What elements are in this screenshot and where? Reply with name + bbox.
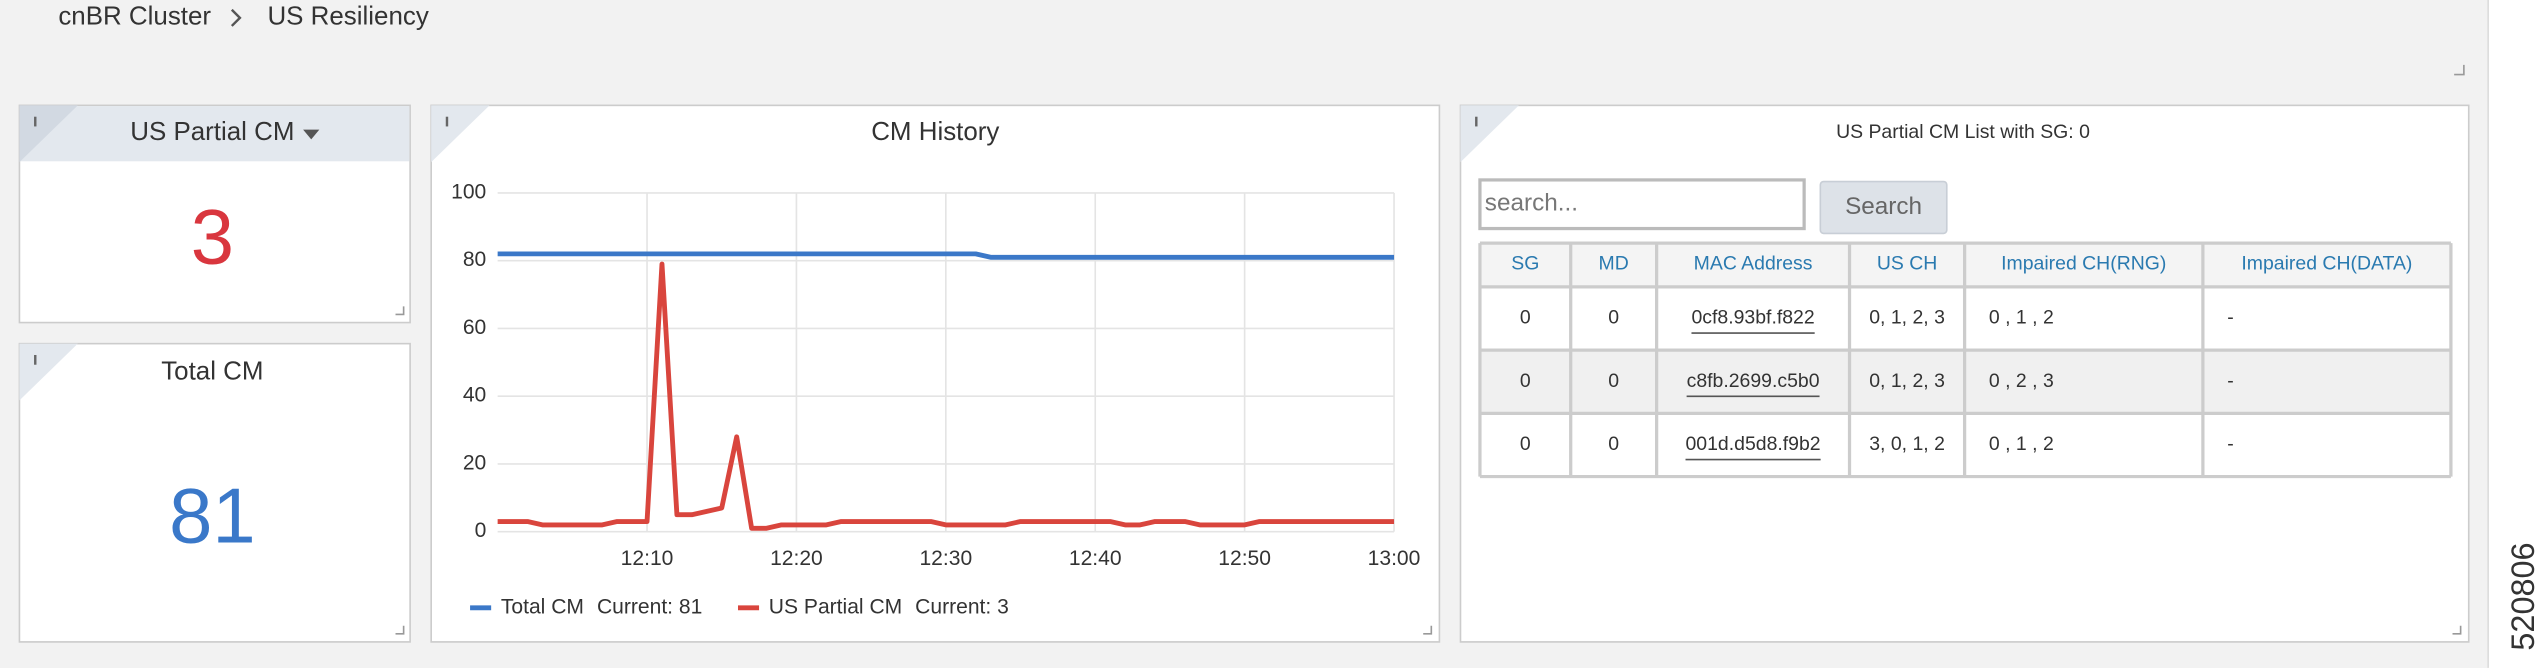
x-tick-label: 12:20 — [770, 547, 823, 570]
mac-link[interactable]: c8fb.2699.c5b0 — [1687, 370, 1820, 392]
table-cell: 0, 1, 2, 3 — [1869, 370, 1945, 392]
metric-value: 81 — [169, 473, 256, 559]
legend-label[interactable]: Total CM — [501, 595, 584, 618]
table-cell: 0, 1, 2, 3 — [1869, 307, 1945, 329]
resize-handle[interactable] — [2452, 625, 2462, 635]
breadcrumb-root[interactable]: cnBR Cluster — [58, 3, 211, 31]
legend-note[interactable]: Current: 81 — [597, 595, 702, 618]
column-header[interactable]: MAC Address — [1694, 252, 1813, 274]
panel — [430, 104, 1441, 643]
series-line — [497, 261, 1395, 531]
y-tick-label: 80 — [463, 248, 486, 271]
mac-link[interactable]: 0cf8.93bf.f822 — [1691, 307, 1814, 329]
figure-id: 520806 — [2505, 542, 2541, 650]
chart: 0 20 40 60 80 100 12:10 12:20 12:30 12:40 12:50 13:… — [451, 180, 1420, 618]
info-icon — [445, 116, 449, 127]
resize-handle[interactable] — [1423, 625, 1433, 635]
dropdown-caret[interactable] — [303, 129, 320, 140]
search-button-label[interactable]: Search — [1845, 193, 1922, 220]
metric-value: 3 — [191, 195, 234, 281]
y-tick-label: 100 — [451, 180, 486, 203]
table-cell: 0 — [1608, 370, 1619, 392]
x-tick-label: 13:00 — [1368, 547, 1421, 570]
panel — [18, 342, 411, 643]
table-cell: 0 — [1520, 307, 1531, 329]
search-button[interactable] — [1819, 180, 1948, 235]
panel-title: Total CM — [161, 358, 263, 386]
column-header[interactable]: Impaired CH(DATA) — [2241, 252, 2412, 274]
table-cell: 0 , 1 , 2 — [1989, 307, 2054, 329]
x-tick-label: 12:30 — [919, 547, 972, 570]
search-input[interactable] — [1478, 178, 1806, 231]
x-tick-label: 12:40 — [1069, 547, 1122, 570]
info-icon — [1475, 116, 1478, 127]
search-placeholder: search... — [1485, 190, 1578, 217]
info-icon — [34, 116, 37, 127]
column-header[interactable]: US CH — [1877, 252, 1937, 274]
table-cell: - — [2227, 307, 2233, 329]
table-cell: - — [2227, 433, 2233, 455]
table-cell: 0 — [1608, 433, 1619, 455]
legend-note[interactable]: Current: 3 — [915, 595, 1009, 618]
table-cell: 0 — [1520, 433, 1531, 455]
resize-handle[interactable] — [2454, 64, 2465, 76]
y-tick-label: 20 — [463, 451, 486, 474]
table-cell: - — [2227, 370, 2233, 392]
resize-handle[interactable] — [395, 306, 405, 316]
panel-title[interactable]: US Partial CM — [130, 118, 294, 146]
x-tick-label: 12:50 — [1218, 547, 1271, 570]
y-tick-label: 40 — [463, 384, 486, 407]
chart-title: CM History — [871, 118, 999, 146]
resize-handle[interactable] — [395, 625, 405, 635]
panel-header — [20, 106, 410, 162]
cm-table: SG MD MAC Address US CH Impaired CH(RNG) Impa… — [1478, 241, 2453, 479]
table-cell: 3, 0, 1, 2 — [1869, 433, 1945, 455]
y-tick-label: 0 — [475, 519, 487, 542]
panel-title: US Partial CM List with SG: 0 — [1836, 121, 2090, 143]
table-cell: 0 , 1 , 2 — [1989, 433, 2054, 455]
legend-label[interactable]: US Partial CM — [769, 595, 902, 618]
column-header[interactable]: Impaired CH(RNG) — [2001, 252, 2166, 274]
y-tick-label: 60 — [463, 316, 486, 339]
breadcrumb-chevron — [230, 8, 242, 27]
breadcrumb-current: US Resiliency — [267, 3, 428, 31]
table-cell: 0 — [1520, 370, 1531, 392]
series-line — [497, 251, 1395, 260]
mac-link[interactable]: 001d.d5d8.f9b2 — [1686, 433, 1821, 455]
column-header[interactable]: MD — [1599, 252, 1629, 274]
x-tick-label: 12:10 — [621, 547, 674, 570]
table-cell: 0 , 2 , 3 — [1989, 370, 2054, 392]
column-header[interactable]: SG — [1511, 252, 1539, 274]
info-icon — [34, 354, 37, 365]
table-cell: 0 — [1608, 307, 1619, 329]
